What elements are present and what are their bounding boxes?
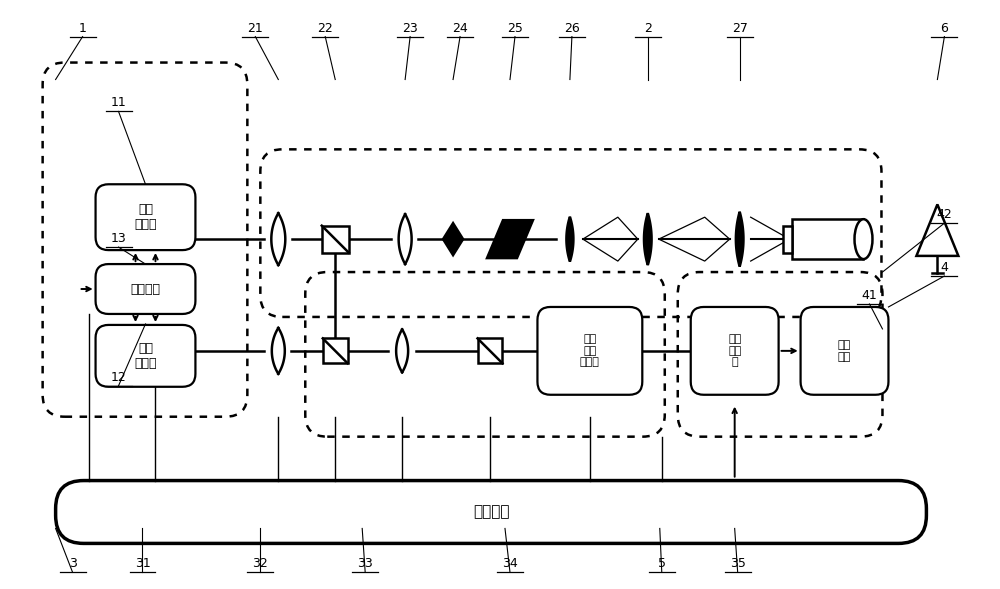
Bar	[322, 226, 349, 253]
Polygon shape	[487, 220, 533, 258]
Ellipse shape	[855, 219, 872, 259]
Text: 34: 34	[502, 557, 518, 570]
Bar	[323, 339, 348, 363]
Text: 26: 26	[564, 22, 580, 35]
Text: 13: 13	[111, 232, 126, 245]
Text: 数据
采集
卡: 数据 采集 卡	[728, 335, 741, 368]
FancyBboxPatch shape	[537, 307, 642, 395]
Text: 2: 2	[644, 22, 652, 35]
Polygon shape	[736, 211, 743, 267]
Text: 第一
光频梳: 第一 光频梳	[134, 203, 157, 231]
FancyBboxPatch shape	[56, 481, 926, 544]
Polygon shape	[566, 217, 573, 262]
Text: 6: 6	[940, 22, 948, 35]
Text: 4: 4	[940, 261, 948, 274]
Text: 24: 24	[452, 22, 468, 35]
Polygon shape	[644, 213, 652, 265]
Text: 第二
光频梳: 第二 光频梳	[134, 342, 157, 370]
Text: 光学
平衡
探测器: 光学 平衡 探测器	[580, 335, 600, 368]
Text: 计算
系统: 计算 系统	[838, 340, 851, 362]
Text: 33: 33	[357, 557, 373, 570]
Text: 12: 12	[111, 371, 126, 384]
Text: 锁定模块: 锁定模块	[130, 283, 160, 296]
Text: 32: 32	[252, 557, 268, 570]
Text: 27: 27	[732, 22, 748, 35]
Text: 鱼原子钟: 鱼原子钟	[473, 505, 509, 519]
Text: 23: 23	[402, 22, 418, 35]
FancyBboxPatch shape	[96, 325, 195, 387]
Text: 25: 25	[507, 22, 523, 35]
Text: 41: 41	[862, 289, 877, 302]
FancyBboxPatch shape	[96, 184, 195, 250]
Text: 35: 35	[730, 557, 746, 570]
Text: 3: 3	[69, 557, 77, 570]
Text: 1: 1	[79, 22, 87, 35]
Text: 21: 21	[247, 22, 263, 35]
FancyBboxPatch shape	[96, 264, 195, 314]
Text: 31: 31	[135, 557, 150, 570]
Text: 11: 11	[111, 97, 126, 110]
FancyBboxPatch shape	[801, 307, 888, 395]
Bar	[792, 219, 863, 259]
Polygon shape	[443, 223, 463, 255]
Text: 5: 5	[658, 557, 666, 570]
Text: 22: 22	[317, 22, 333, 35]
FancyBboxPatch shape	[691, 307, 779, 395]
Text: 42: 42	[937, 208, 952, 221]
Bar	[478, 339, 502, 363]
Bar	[783, 226, 792, 253]
